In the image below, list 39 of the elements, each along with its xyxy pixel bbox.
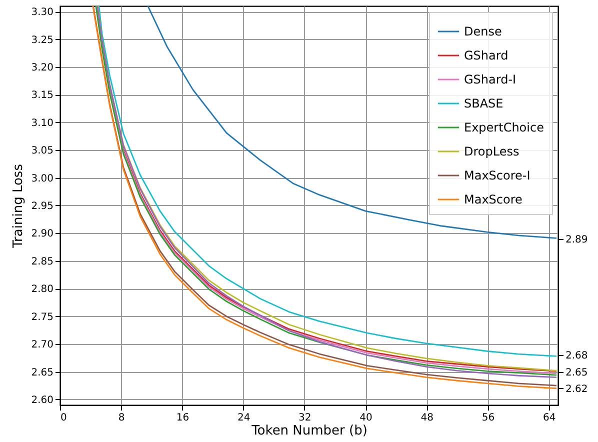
y2-tick-label: 2.89 xyxy=(566,234,588,246)
legend-label: ExpertChoice xyxy=(464,120,544,134)
y-tick-label: 2.85 xyxy=(31,256,54,268)
y-tick-label: 3.20 xyxy=(31,62,54,74)
x-tick-label: 56 xyxy=(482,412,495,424)
y-tick-label: 2.65 xyxy=(31,367,54,378)
y-tick-label: 2.80 xyxy=(31,284,54,296)
legend-label: GShard xyxy=(464,48,508,62)
x-axis-title: Token Number (b) xyxy=(250,424,368,438)
x-tick-label: 8 xyxy=(118,412,125,424)
y-tick-label: 3.15 xyxy=(31,90,54,102)
legend-label: GShard-I xyxy=(464,72,516,86)
y-tick-label: 2.90 xyxy=(31,228,54,240)
y-tick-label: 3.10 xyxy=(31,118,54,129)
y-tick-label: 2.75 xyxy=(31,312,54,323)
y2-tick-label: 2.62 xyxy=(566,384,588,395)
y2-tick-label: 2.65 xyxy=(566,367,588,378)
x-tick-label: 32 xyxy=(298,412,312,424)
x-tick-label: 0 xyxy=(60,412,67,424)
y-axis-title: Training Loss xyxy=(11,164,26,249)
x-tick-label: 16 xyxy=(176,412,190,424)
y-tick-label: 3.05 xyxy=(31,146,54,157)
y2-tick-label: 2.68 xyxy=(566,350,588,362)
y-tick-label: 3.30 xyxy=(31,7,54,18)
y-tick-label: 3.25 xyxy=(31,34,54,46)
legend-label: Dense xyxy=(464,24,502,38)
legend-label: SBASE xyxy=(464,96,504,110)
legend-label: MaxScore-I xyxy=(464,168,530,182)
line-series xyxy=(147,6,558,239)
x-tick-label: 24 xyxy=(237,412,250,424)
y-tick-label: 3.00 xyxy=(31,173,54,184)
y-tick-label: 2.70 xyxy=(31,340,54,351)
legend-label: DropLess xyxy=(464,144,520,158)
legend-label: MaxScore xyxy=(464,192,522,206)
x-tick-label: 48 xyxy=(420,412,434,424)
y-tick-label: 2.60 xyxy=(31,394,54,406)
x-tick-label: 40 xyxy=(360,412,372,424)
x-tick-label: 64 xyxy=(542,412,556,424)
y-tick-label: 2.95 xyxy=(31,201,54,212)
